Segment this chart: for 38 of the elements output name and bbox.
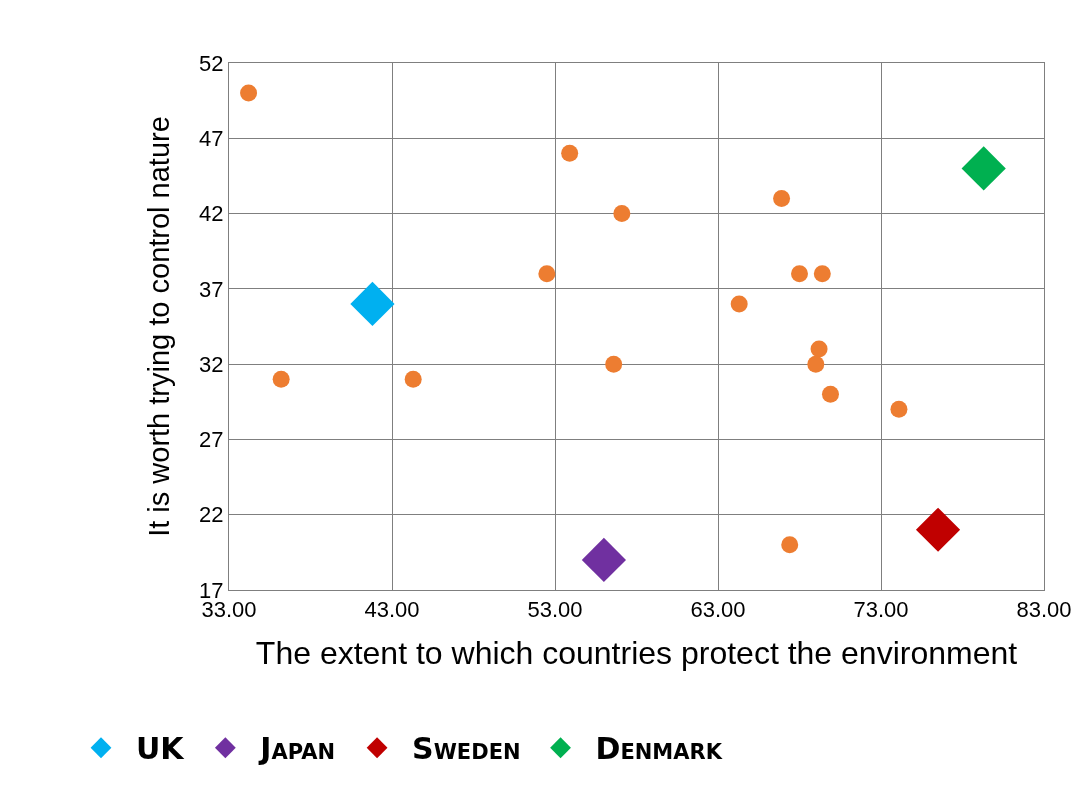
point [781, 536, 799, 554]
point [581, 537, 626, 582]
y-tick-label: 22 [199, 502, 224, 528]
legend-label: Denmark [595, 731, 723, 767]
legend-label: UK [136, 731, 186, 767]
point [272, 370, 290, 388]
x-tick-label: 53.00 [527, 597, 583, 623]
y-tick-label: 52 [199, 50, 224, 76]
x-tick-label: 73.00 [853, 597, 909, 623]
legend-label: Sweden [412, 731, 521, 767]
x-tick-label: 43.00 [364, 597, 420, 623]
point [605, 355, 623, 373]
point [890, 400, 908, 418]
point [404, 370, 422, 388]
point [773, 190, 791, 207]
point [813, 265, 831, 283]
point [730, 295, 748, 313]
x-axis-title: The extent to which countries protect the environment [255, 635, 1018, 672]
y-axis-title: It is worth trying to control nature [143, 116, 176, 537]
point [807, 355, 825, 373]
y-tick-label: 42 [199, 201, 224, 227]
point [538, 265, 556, 283]
y-tick-label: 32 [199, 351, 224, 377]
point [240, 84, 258, 102]
point [613, 205, 631, 223]
point [791, 265, 808, 283]
y-tick-label: 47 [199, 125, 224, 151]
y-tick-label: 37 [199, 276, 224, 302]
x-tick-label: 83.00 [1016, 597, 1072, 623]
x-tick-label: 63.00 [690, 597, 746, 623]
legend-label: Japan [258, 731, 336, 767]
point [961, 146, 1006, 191]
point [810, 340, 828, 358]
point [561, 144, 579, 162]
point [350, 281, 395, 327]
y-tick-label: 27 [199, 427, 224, 453]
point [821, 385, 839, 403]
point [915, 507, 961, 552]
